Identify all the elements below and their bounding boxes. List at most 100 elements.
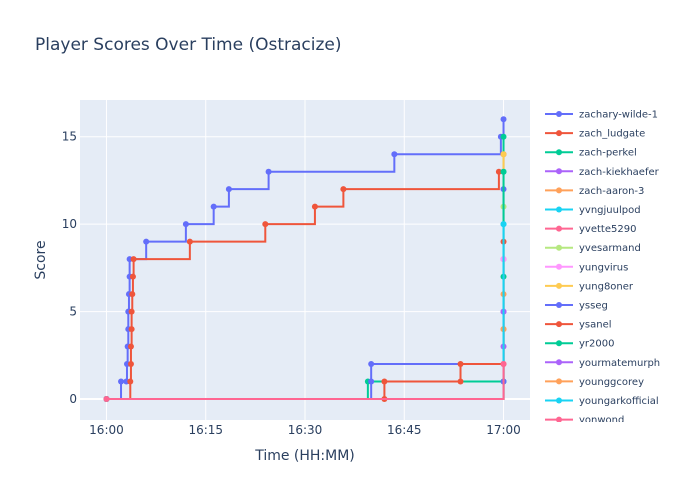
data-point <box>391 151 398 158</box>
legend-item[interactable]: ysseg <box>545 301 608 312</box>
legend-label: ysseg <box>579 301 608 312</box>
legend-item[interactable]: zach_ludgate <box>545 129 645 140</box>
legend-item[interactable]: yvngjuulpod <box>545 205 641 216</box>
chart-title: Player Scores Over Time (Ostracize) <box>35 35 342 55</box>
data-point <box>130 256 137 263</box>
y-axis-label: Score <box>33 240 49 279</box>
data-point <box>500 133 507 140</box>
legend-item[interactable]: yungvirus <box>545 262 628 273</box>
legend-label: yvngjuulpod <box>579 205 641 216</box>
legend-label: yung8oner <box>579 281 634 292</box>
data-point <box>182 221 189 228</box>
legend-label: zach-perkel <box>579 148 637 159</box>
legend-swatch-marker <box>556 244 562 251</box>
data-point <box>368 361 375 368</box>
legend-swatch-marker <box>556 130 562 137</box>
series-yonwond <box>103 361 507 403</box>
x-tick-label: 16:30 <box>288 423 323 437</box>
data-point <box>500 168 507 175</box>
legend-label: zachary-wilde-1 <box>579 110 658 121</box>
data-point <box>129 273 136 280</box>
legend-swatch-marker <box>556 187 562 194</box>
data-point <box>368 378 375 385</box>
legend-label: zach-kiekhaefer <box>579 167 660 178</box>
data-point <box>129 291 136 298</box>
legend-swatch-marker <box>556 168 562 175</box>
data-point <box>225 186 232 193</box>
data-point <box>128 308 135 315</box>
legend-label: ysanel <box>579 320 612 331</box>
y-tick-label: 5 <box>69 305 77 319</box>
y-axis-ticks: 0 5 10 15 <box>62 130 77 406</box>
legend-label: yungvirus <box>579 262 628 273</box>
legend-label: yvette5290 <box>579 224 636 235</box>
legend-item[interactable]: younggcorey <box>545 377 644 388</box>
legend-label: yonwond <box>579 415 624 426</box>
legend-swatch-marker <box>556 397 562 404</box>
data-point <box>500 116 507 123</box>
legend-swatch-marker <box>556 225 562 232</box>
data-point <box>457 378 464 385</box>
legend-item[interactable]: yvette5290 <box>545 224 636 235</box>
legend-label: zach-aaron-3 <box>579 186 644 197</box>
series-zach_ludgate <box>103 151 507 403</box>
x-tick-label: 16:00 <box>89 423 124 437</box>
legend-item[interactable]: yonwond <box>545 415 624 426</box>
data-point <box>381 378 388 385</box>
legend-swatch-marker <box>556 416 562 422</box>
data-point <box>495 168 502 175</box>
series-line <box>106 364 505 401</box>
legend-swatch-marker <box>556 359 562 366</box>
legend-swatch-marker <box>556 378 562 385</box>
x-tick-label: 16:45 <box>387 423 422 437</box>
data-point <box>128 326 135 333</box>
legend-item[interactable]: ysanel <box>545 320 612 331</box>
data-point <box>127 361 134 368</box>
legend-label: yr2000 <box>579 339 614 350</box>
data-point <box>500 221 507 228</box>
legend-item[interactable]: yourmatemurph <box>545 358 660 369</box>
legend-swatch-marker <box>556 282 562 289</box>
data-point <box>311 203 318 210</box>
legend-label: zach_ludgate <box>579 129 645 140</box>
data-point <box>457 361 464 368</box>
legend-item[interactable]: zach-kiekhaefer <box>545 167 660 178</box>
data-point <box>103 396 110 403</box>
data-point <box>500 151 507 158</box>
legend-item[interactable]: zach-aaron-3 <box>545 186 644 197</box>
legend-label: youngarkofficial <box>579 396 659 407</box>
legend-swatch-marker <box>556 263 562 270</box>
data-point <box>118 378 125 385</box>
legend-swatch-marker <box>556 340 562 347</box>
data-point <box>210 203 217 210</box>
data-point <box>500 361 507 368</box>
legend[interactable]: zachary-wilde-1 zach_ludgate zach-perkel za… <box>545 110 660 427</box>
legend-item[interactable]: yr2000 <box>545 339 614 350</box>
data-point <box>265 168 272 175</box>
data-point <box>127 378 134 385</box>
y-tick-label: 10 <box>62 217 77 231</box>
y-tick-label: 0 <box>69 392 77 406</box>
x-axis-label: Time (HH:MM) <box>254 448 355 464</box>
x-tick-label: 17:00 <box>486 423 521 437</box>
legend-item[interactable]: yvesarmand <box>545 243 641 254</box>
legend-swatch-marker <box>556 302 562 308</box>
data-point <box>340 186 347 193</box>
y-tick-label: 15 <box>62 130 77 144</box>
legend-item[interactable]: zachary-wilde-1 <box>545 110 658 121</box>
legend-label: yourmatemurph <box>579 358 660 369</box>
legend-swatch-marker <box>556 111 562 117</box>
data-point <box>262 221 269 228</box>
legend-item[interactable]: zach-perkel <box>545 148 637 159</box>
legend-swatch-marker <box>556 149 562 156</box>
legend-item[interactable]: youngarkofficial <box>545 396 659 407</box>
legend-item[interactable]: yung8oner <box>545 281 634 292</box>
data-point <box>127 343 134 350</box>
data-point <box>186 238 193 245</box>
x-axis-ticks: 16:00 16:15 16:30 16:45 17:00 <box>89 423 521 437</box>
legend-label: younggcorey <box>579 377 644 388</box>
legend-swatch-marker <box>556 206 562 213</box>
legend-label: yvesarmand <box>579 243 641 254</box>
legend-swatch-marker <box>556 321 562 328</box>
